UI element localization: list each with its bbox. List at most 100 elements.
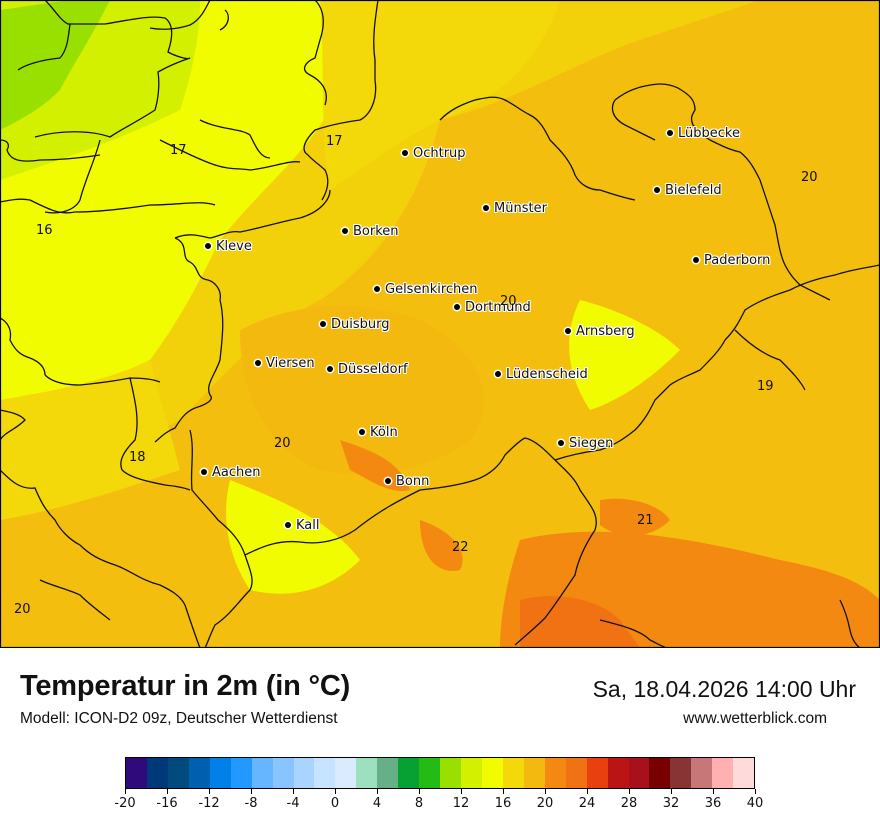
colorbar-segment — [314, 758, 336, 788]
city-marker-icon — [205, 242, 211, 249]
colorbar-tick-label: 4 — [372, 796, 382, 811]
city-marker-icon — [285, 521, 291, 528]
city-label-duisburg: Duisburg — [320, 317, 390, 332]
colorbar-tick — [124, 789, 126, 794]
colorbar-tick — [712, 789, 714, 794]
colorbar-segment — [146, 758, 168, 788]
colorbar-segment — [691, 758, 713, 788]
colorbar-tick-label: -16 — [156, 796, 178, 811]
colorbar-tick-label: 40 — [746, 796, 764, 811]
temperature-value-label: 17 — [170, 143, 187, 158]
city-label-bonn: Bonn — [385, 474, 429, 489]
colorbar-segment — [188, 758, 210, 788]
city-marker-icon — [201, 468, 207, 475]
colorbar-tick-label: 36 — [704, 796, 722, 811]
city-marker-icon — [654, 186, 660, 193]
temperature-value-label: 16 — [36, 223, 53, 238]
colorbar-segment — [335, 758, 357, 788]
city-marker-icon — [374, 285, 380, 292]
colorbar — [125, 757, 755, 789]
colorbar-tick — [754, 789, 756, 794]
colorbar-segment — [712, 758, 734, 788]
colorbar-tick — [460, 789, 462, 794]
temperature-value-label: 20 — [14, 602, 31, 617]
city-label-kleve: Kleve — [205, 239, 252, 254]
city-label-viersen: Viersen — [255, 356, 315, 371]
colorbar-segment — [293, 758, 315, 788]
colorbar-segment — [481, 758, 503, 788]
city-marker-icon — [495, 370, 501, 377]
city-label-muenster: Münster — [483, 201, 547, 216]
colorbar-segment — [167, 758, 189, 788]
city-label-gelsenkirchen: Gelsenkirchen — [374, 282, 478, 297]
colorbar-tick — [376, 789, 378, 794]
temperature-map[interactable]: Lübbecke Ochtrup Bielefeld Münster Borke… — [0, 0, 880, 648]
colorbar-tick-label: 28 — [620, 796, 638, 811]
colorbar-tick — [628, 789, 630, 794]
colorbar-segment — [251, 758, 273, 788]
colorbar-segment — [607, 758, 629, 788]
city-label-arnsberg: Arnsberg — [565, 324, 635, 339]
city-label-luedenscheid: Lüdenscheid — [495, 367, 588, 382]
city-label-bielefeld: Bielefeld — [654, 183, 722, 198]
colorbar-segment — [377, 758, 399, 788]
colorbar-tick — [166, 789, 168, 794]
colorbar-segment — [230, 758, 252, 788]
model-info: Modell: ICON-D2 09z, Deutscher Wetterdie… — [20, 710, 338, 727]
colorbar-tick-label: 20 — [536, 796, 554, 811]
temperature-value-label: 19 — [757, 379, 774, 394]
city-label-luebbecke: Lübbecke — [667, 126, 740, 141]
colorbar-ticks: -20 -16 -12 -8 -4 0 4 8 12 16 20 24 28 32 36 40 — [114, 789, 763, 819]
colorbar-tick-label: 0 — [330, 796, 340, 811]
city-label-paderborn: Paderborn — [693, 253, 770, 268]
colorbar-tick-label: 24 — [578, 796, 596, 811]
city-marker-icon — [255, 359, 261, 366]
city-marker-icon — [483, 204, 489, 211]
website-link[interactable]: www.wetterblick.com — [683, 710, 827, 727]
colorbar-segment — [733, 758, 755, 788]
city-marker-icon — [558, 439, 564, 446]
colorbar-tick-label: -12 — [198, 796, 220, 811]
city-label-siegen: Siegen — [558, 436, 613, 451]
city-marker-icon — [342, 227, 348, 234]
temperature-value-label: 20 — [500, 294, 517, 309]
colorbar-tick-label: 16 — [494, 796, 512, 811]
city-marker-icon — [402, 149, 408, 156]
colorbar-tick — [292, 789, 294, 794]
city-marker-icon — [693, 256, 699, 263]
temperature-value-label: 20 — [801, 170, 818, 185]
city-label-duesseldorf: Düsseldorf — [327, 362, 408, 377]
colorbar-tick-label: 8 — [414, 796, 424, 811]
map-title: Temperatur in 2m (in °C) — [20, 670, 351, 702]
temperature-value-label: 20 — [274, 436, 291, 451]
colorbar-tick — [418, 789, 420, 794]
city-marker-icon — [385, 477, 391, 484]
city-marker-icon — [454, 303, 460, 310]
colorbar-segment — [398, 758, 420, 788]
colorbar-segment — [586, 758, 608, 788]
colorbar-segment — [565, 758, 587, 788]
colorbar-segment — [419, 758, 441, 788]
temperature-value-label: 22 — [452, 540, 469, 555]
colorbar-tick-label: 32 — [662, 796, 680, 811]
colorbar-segment — [461, 758, 482, 788]
temperature-value-label: 18 — [129, 450, 146, 465]
temperature-field — [0, 0, 880, 648]
city-label-aachen: Aachen — [201, 465, 260, 480]
colorbar-segment — [544, 758, 566, 788]
colorbar-segment — [272, 758, 294, 788]
colorbar-segment — [356, 758, 378, 788]
colorbar-tick — [670, 789, 672, 794]
colorbar-tick — [502, 789, 504, 794]
temperature-value-label: 17 — [326, 134, 343, 149]
colorbar-tick — [250, 789, 252, 794]
city-label-dortmund: Dortmund — [454, 300, 531, 315]
colorbar-segment — [523, 758, 545, 788]
colorbar-segment — [670, 758, 692, 788]
colorbar-tick-label: -20 — [114, 796, 136, 811]
city-marker-icon — [667, 129, 673, 136]
forecast-datetime: Sa, 18.04.2026 14:00 Uhr — [592, 676, 856, 702]
colorbar-segment — [502, 758, 524, 788]
colorbar-segment — [440, 758, 461, 788]
city-marker-icon — [359, 428, 365, 435]
